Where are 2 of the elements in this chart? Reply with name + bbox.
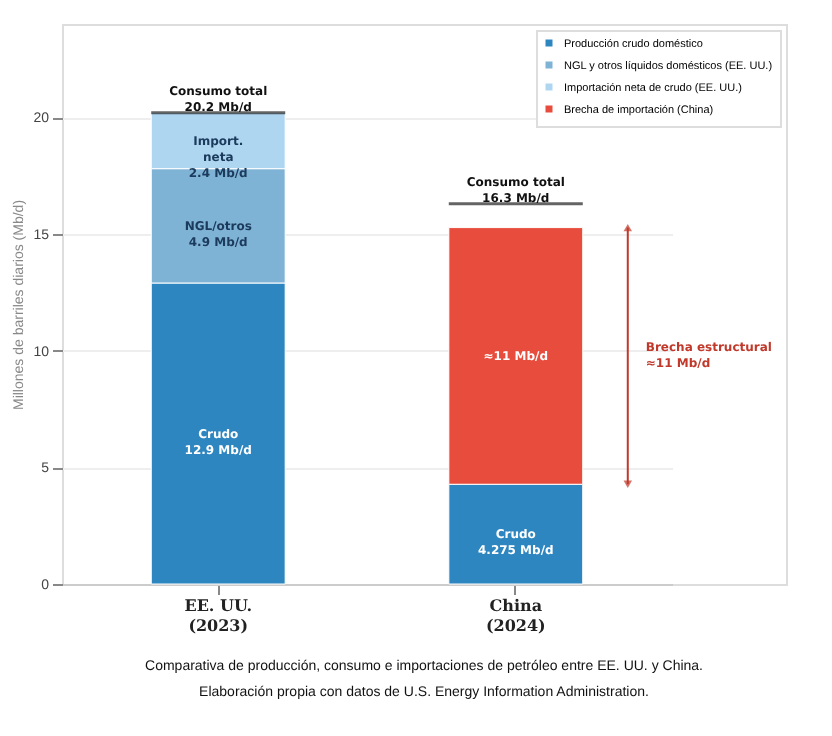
x-tick-label: EE. UU. (2023) bbox=[184, 595, 253, 635]
x-tick-label: China (2024) bbox=[485, 595, 547, 635]
